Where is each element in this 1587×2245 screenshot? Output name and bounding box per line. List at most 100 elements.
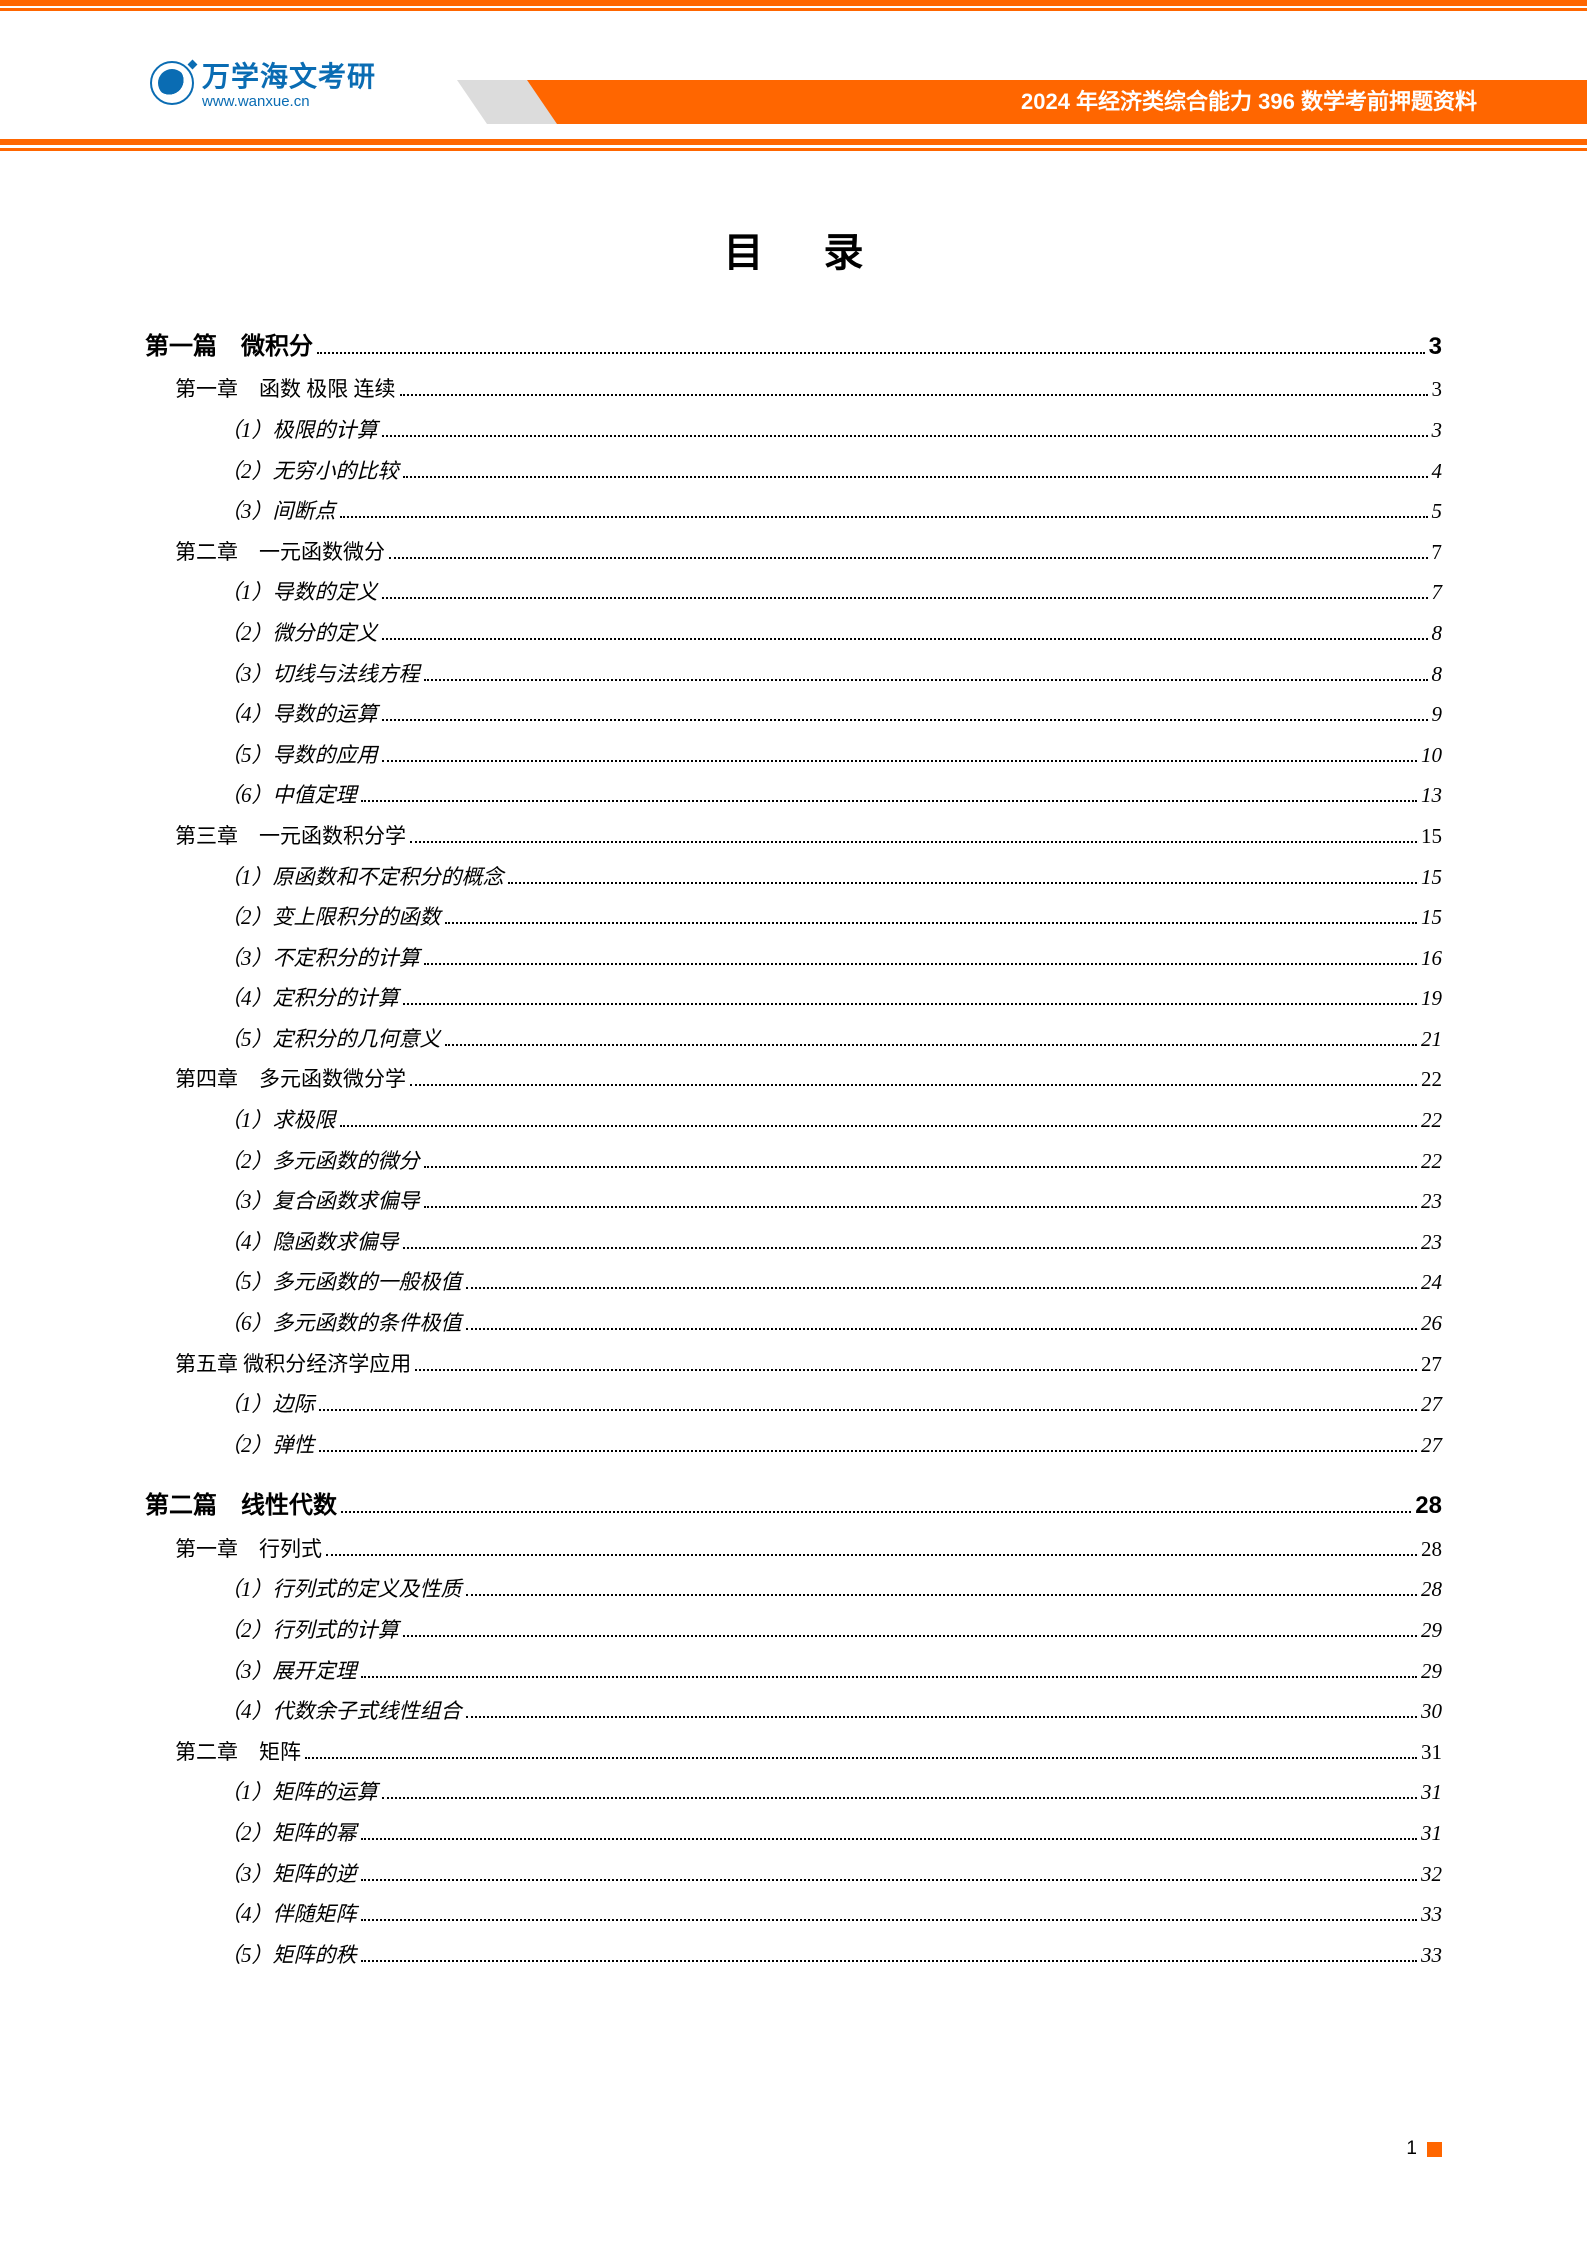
toc-page: 28 [1421, 1573, 1442, 1607]
toc-dots [361, 1676, 1418, 1678]
toc-dots [424, 963, 1418, 965]
toc-label: （4）导数的运算 [220, 698, 378, 732]
toc-dots [341, 1511, 1411, 1513]
toc-dots [424, 1166, 1418, 1168]
toc-label: （4）代数余子式线性组合 [220, 1695, 462, 1729]
toc-label: （3）展开定理 [220, 1655, 357, 1689]
toc-page: 29 [1421, 1655, 1442, 1689]
footer-square-icon [1427, 2142, 1442, 2157]
toc-label: （1）极限的计算 [220, 414, 378, 448]
toc-sub-row: （1）边际27 [220, 1388, 1442, 1422]
toc-page: 19 [1421, 982, 1442, 1016]
page-footer: 1 [1406, 2138, 1442, 2160]
header-bar: 2024 年经济类综合能力 396 数学考前押题资料 [457, 80, 1587, 124]
toc-label: 第五章 微积分经济学应用 [175, 1348, 411, 1382]
toc-page: 27 [1421, 1388, 1442, 1422]
toc-label: （3）复合函数求偏导 [220, 1185, 420, 1219]
toc-part-row: 第二篇 线性代数28 [145, 1487, 1442, 1525]
toc-page: 8 [1432, 617, 1443, 651]
globe-swirl-icon [150, 61, 194, 105]
brand-name-cn: 万学海文考研 [202, 55, 376, 95]
toc-page: 7 [1432, 576, 1443, 610]
toc-page: 24 [1421, 1266, 1442, 1300]
toc-page: 10 [1421, 739, 1442, 773]
toc-page: 31 [1421, 1817, 1442, 1851]
toc-page: 33 [1421, 1939, 1442, 1973]
toc-dots [410, 1084, 1417, 1086]
toc-page: 23 [1421, 1226, 1442, 1260]
toc-dots [340, 1125, 1418, 1127]
page-number: 1 [1406, 2138, 1417, 2160]
toc-sub-row: （3）不定积分的计算16 [220, 942, 1442, 976]
toc-sub-row: （5）导数的应用10 [220, 739, 1442, 773]
toc-sub-row: （2）变上限积分的函数15 [220, 901, 1442, 935]
toc-dots [326, 1554, 1417, 1556]
toc-page: 3 [1432, 373, 1443, 407]
toc-label: （3）间断点 [220, 495, 336, 529]
toc-dots [400, 394, 1428, 396]
toc-label: （5）定积分的几何意义 [220, 1023, 441, 1057]
logo-area: 万学海文考研 www.wanxue.cn [150, 55, 376, 110]
toc-label: （2）微分的定义 [220, 617, 378, 651]
toc-dots [361, 1960, 1418, 1962]
toc-label: （4）隐函数求偏导 [220, 1226, 399, 1260]
toc-label: （2）行列式的计算 [220, 1614, 399, 1648]
toc-page: 3 [1429, 328, 1442, 366]
toc-label: （6）多元函数的条件极值 [220, 1307, 462, 1341]
toc-page: 31 [1421, 1736, 1442, 1770]
toc-dots [361, 1919, 1418, 1921]
toc-page: 8 [1432, 658, 1443, 692]
toc-chapter-row: 第五章 微积分经济学应用27 [175, 1348, 1442, 1382]
toc-dots [466, 1328, 1418, 1330]
toc-label: 第二篇 线性代数 [145, 1487, 337, 1525]
toc-page: 21 [1421, 1023, 1442, 1057]
table-of-contents: 第一篇 微积分3第一章 函数 极限 连续3（1）极限的计算3（2）无穷小的比较4… [145, 328, 1442, 1972]
toc-dots [382, 435, 1428, 437]
toc-sub-row: （2）多元函数的微分22 [220, 1145, 1442, 1179]
toc-page: 7 [1432, 536, 1443, 570]
toc-label: （1）行列式的定义及性质 [220, 1573, 462, 1607]
toc-label: 第一章 行列式 [175, 1533, 322, 1567]
accent-line-thin [0, 148, 1587, 151]
brand-name-en: www.wanxue.cn [202, 93, 376, 110]
toc-dots [317, 352, 1425, 354]
toc-chapter-row: 第一章 行列式28 [175, 1533, 1442, 1567]
toc-label: （2）弹性 [220, 1429, 315, 1463]
toc-page: 9 [1432, 698, 1443, 732]
toc-sub-row: （6）多元函数的条件极值26 [220, 1307, 1442, 1341]
toc-sub-row: （2）微分的定义 8 [220, 617, 1442, 651]
toc-dots [382, 1797, 1418, 1799]
toc-dots [466, 1716, 1418, 1718]
toc-page: 15 [1421, 861, 1442, 895]
toc-dots [361, 800, 1418, 802]
toc-page: 29 [1421, 1614, 1442, 1648]
toc-sub-row: （5）多元函数的一般极值 24 [220, 1266, 1442, 1300]
toc-sub-row: （2）无穷小的比较4 [220, 455, 1442, 489]
toc-page: 16 [1421, 942, 1442, 976]
toc-label: （5）多元函数的一般极值 [220, 1266, 462, 1300]
toc-page: 15 [1421, 901, 1442, 935]
toc-sub-row: （3）切线与法线方程8 [220, 658, 1442, 692]
toc-dots [415, 1369, 1417, 1371]
toc-sub-row: （4）定积分的计算19 [220, 982, 1442, 1016]
toc-label: （3）矩阵的逆 [220, 1858, 357, 1892]
toc-page: 13 [1421, 779, 1442, 813]
toc-dots [319, 1409, 1418, 1411]
toc-sub-row: （2）弹性 27 [220, 1429, 1442, 1463]
toc-sub-row: （5）矩阵的秩33 [220, 1939, 1442, 1973]
toc-sub-row: （1）求极限22 [220, 1104, 1442, 1138]
toc-label: （2）矩阵的幂 [220, 1817, 357, 1851]
toc-sub-row: （1）行列式的定义及性质 28 [220, 1573, 1442, 1607]
toc-label: （1）原函数和不定积分的概念 [220, 861, 504, 895]
toc-label: 第二章 矩阵 [175, 1736, 301, 1770]
toc-dots [403, 1003, 1418, 1005]
toc-label: 第三章 一元函数积分学 [175, 820, 406, 854]
toc-sub-row: （4）伴随矩阵33 [220, 1898, 1442, 1932]
toc-page: 27 [1421, 1429, 1442, 1463]
toc-label: 第二章 一元函数微分 [175, 536, 385, 570]
toc-page: 15 [1421, 820, 1442, 854]
toc-sub-row: （3）展开定理 29 [220, 1655, 1442, 1689]
toc-page: 3 [1432, 414, 1443, 448]
toc-page: 22 [1421, 1104, 1442, 1138]
toc-sub-row: （1）极限的计算 3 [220, 414, 1442, 448]
